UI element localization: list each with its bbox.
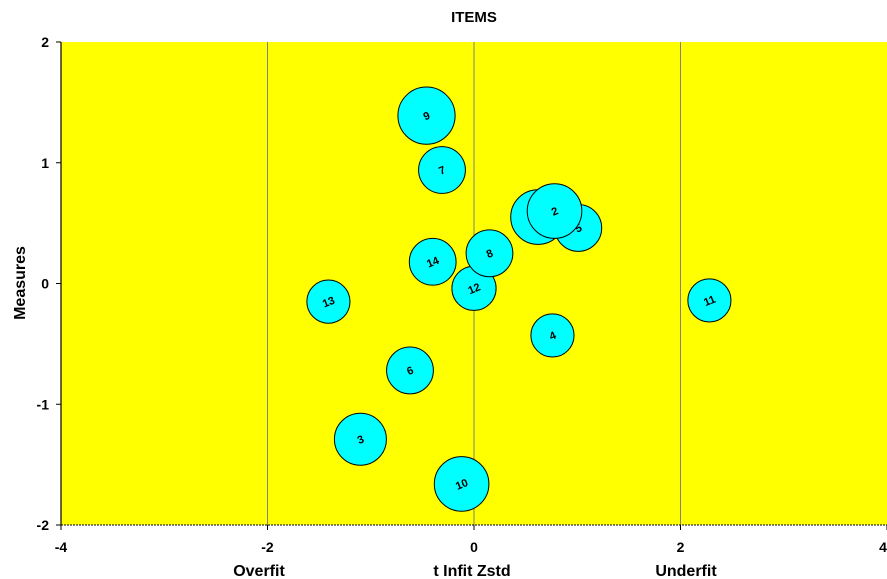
bubble-item-14 [408, 237, 457, 286]
bubble-item-4 [530, 313, 575, 358]
bubble-item-9 [397, 86, 456, 145]
bubble-item-3 [333, 412, 387, 466]
x-axis-label: t Infit Zstd [433, 563, 510, 579]
bubble-label-5: 5 [574, 222, 584, 235]
chart-title: ITEMS [451, 9, 497, 26]
y-tick-label: -1 [37, 396, 50, 412]
bubble-label-4: 4 [548, 329, 559, 343]
bubble-item-8 [465, 229, 514, 278]
bubble-label-7: 7 [437, 164, 447, 177]
bubble-item-10 [433, 456, 490, 512]
bubble-item-6 [386, 346, 434, 395]
bubble-label-2: 2 [550, 205, 560, 218]
x-tick-labels: -4 -2 0 2 4 [55, 539, 887, 555]
bubble-item-2 [526, 183, 583, 239]
y-axis-label: Measures [12, 246, 29, 320]
y-tick-label: 1 [41, 155, 49, 171]
bubble-label-6: 6 [405, 365, 415, 378]
bubble-label-14: 14 [425, 255, 442, 271]
y-tick-labels: -2 -1 0 1 2 [37, 34, 50, 533]
bubble-label-9: 9 [422, 110, 432, 123]
x-region-label-underfit: Underfit [655, 563, 717, 579]
y-tick-label: -2 [37, 517, 50, 533]
bubble-item-7 [418, 146, 466, 194]
bubble-item-11 [687, 278, 732, 323]
bubble-label-8: 8 [485, 248, 495, 261]
x-region-label-overfit: Overfit [233, 563, 285, 579]
y-tick-label: 2 [41, 34, 49, 50]
bubble-label-12: 12 [466, 281, 482, 297]
bubble-label-13: 13 [321, 295, 337, 311]
x-tick-label: 2 [677, 539, 685, 555]
x-tick-label: 0 [470, 539, 478, 555]
bubble-label-11: 11 [702, 294, 717, 309]
y-tick-label: 0 [41, 276, 49, 292]
x-tick-label: 4 [879, 539, 887, 555]
bubble-label-3: 3 [356, 433, 366, 446]
bubble-item-13 [306, 279, 351, 324]
x-tick-label: -4 [55, 539, 68, 555]
x-tick-label: -2 [261, 539, 274, 555]
bubble-label-10: 10 [454, 477, 470, 493]
bubble-series: 9713141263101148512 [306, 86, 732, 512]
axes [56, 41, 887, 530]
